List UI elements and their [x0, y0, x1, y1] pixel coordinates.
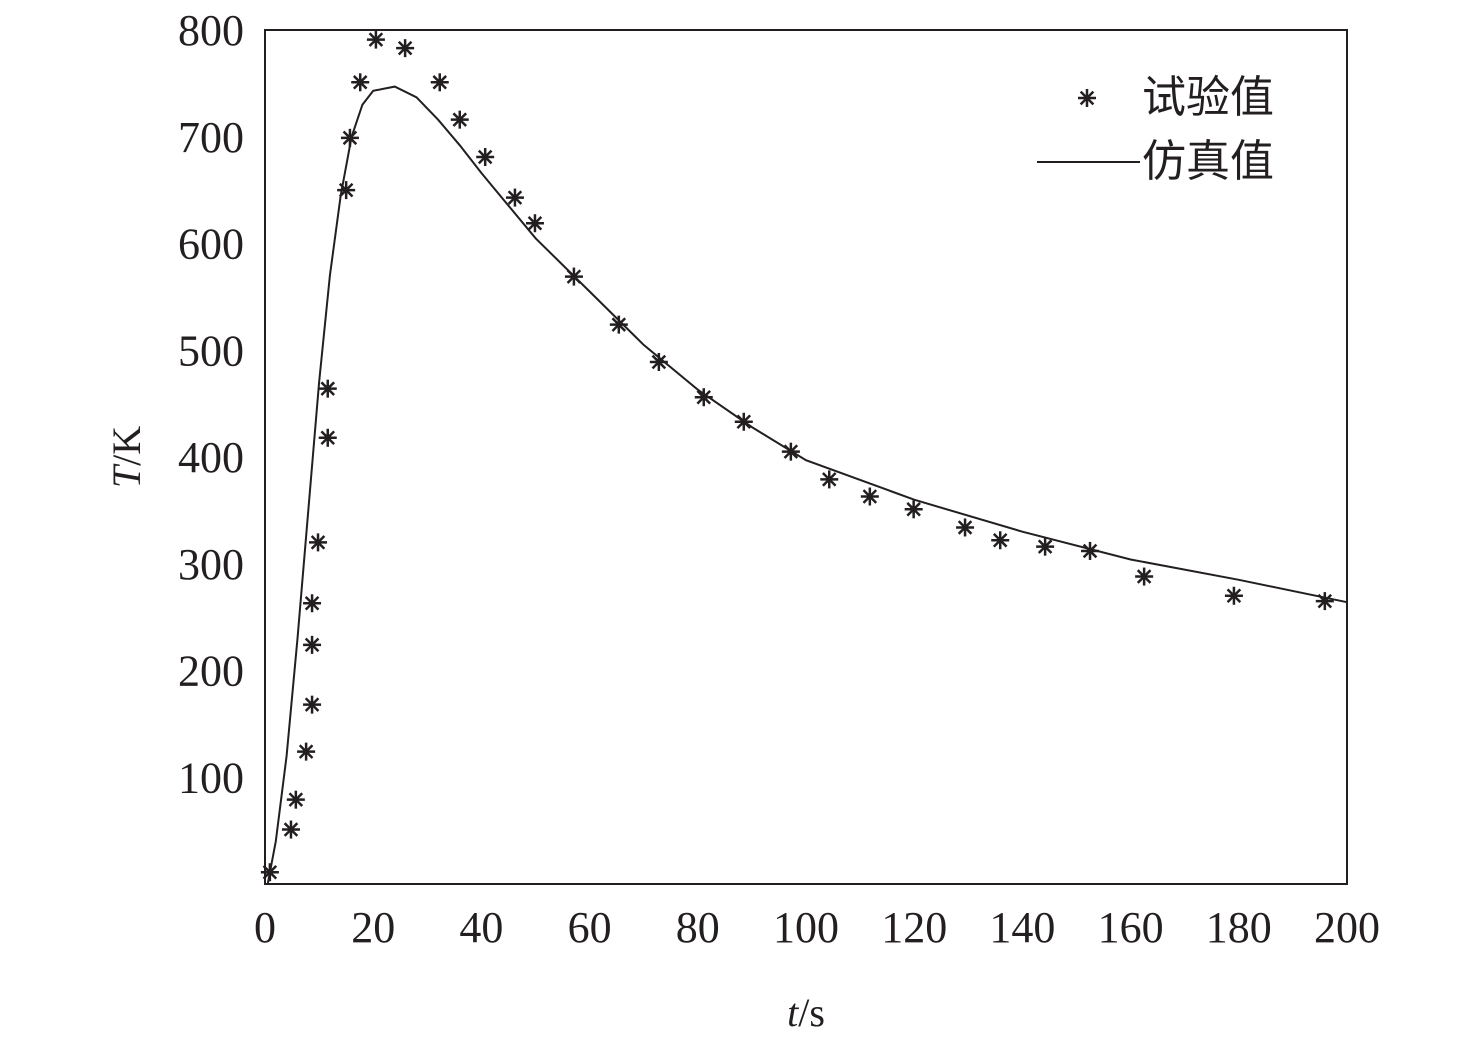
data-point-experimental [430, 73, 449, 92]
data-point-experimental [609, 315, 628, 334]
data-point-experimental [525, 214, 544, 233]
data-point-experimental [1315, 592, 1334, 611]
x-tick-label: 40 [459, 903, 503, 952]
data-point-experimental [860, 487, 879, 506]
data-point-experimental [781, 442, 800, 461]
x-tick-label: 160 [1098, 903, 1164, 952]
asterisk-icon [1078, 89, 1096, 107]
data-point-experimental [904, 500, 923, 519]
data-point-experimental [956, 518, 975, 537]
data-point-experimental [649, 352, 668, 371]
y-tick-label: 400 [178, 433, 244, 482]
data-point-experimental [286, 790, 305, 809]
x-tick-label: 100 [773, 903, 839, 952]
data-point-experimental [318, 428, 337, 447]
data-point-experimental [476, 148, 495, 167]
data-point-experimental [396, 39, 415, 58]
y-tick-label: 800 [178, 6, 244, 55]
x-tick-label: 60 [568, 903, 612, 952]
y-tick-label: 500 [178, 326, 244, 375]
x-tick-label: 140 [989, 903, 1055, 952]
plot-frame [264, 29, 1348, 885]
y-tick-label: 700 [178, 113, 244, 162]
data-point-experimental [450, 110, 469, 129]
y-tick-label: 300 [178, 540, 244, 589]
x-tick-label: 200 [1314, 903, 1380, 952]
data-point-experimental [991, 531, 1010, 550]
data-point-experimental [337, 181, 356, 200]
data-point-experimental [303, 695, 322, 714]
data-point-experimental [303, 594, 322, 613]
x-tick-label: 0 [254, 903, 276, 952]
data-point-experimental [1036, 537, 1055, 556]
legend-marker-experimental [1078, 89, 1096, 107]
y-tick-label: 200 [178, 647, 244, 696]
y-tick-label: 100 [178, 753, 244, 802]
legend: 试验值 仿真值 [1037, 73, 1274, 186]
data-point-experimental [1224, 586, 1243, 605]
y-axis-label: T/K [104, 426, 149, 488]
data-point-experimental [351, 73, 370, 92]
legend-label-simulated: 仿真值 [1142, 137, 1274, 186]
data-point-experimental [281, 820, 300, 839]
series-line-simulated [266, 85, 1348, 885]
data-point-experimental [366, 30, 385, 49]
x-tick-label: 80 [676, 903, 720, 952]
x-tick-label: 20 [351, 903, 395, 952]
data-point-experimental [318, 379, 337, 398]
data-point-experimental [303, 635, 322, 654]
data-point-experimental [694, 388, 713, 407]
data-point-experimental [1081, 541, 1100, 560]
y-tick-label: 600 [178, 220, 244, 269]
legend-label-experimental: 试验值 [1142, 73, 1274, 122]
data-point-experimental [505, 188, 524, 207]
data-point-experimental [564, 267, 583, 286]
x-axis-label: t/s [787, 990, 825, 1035]
data-point-experimental [734, 412, 753, 431]
x-tick-label: 180 [1206, 903, 1272, 952]
data-point-experimental [309, 533, 328, 552]
data-point-experimental [297, 742, 316, 761]
data-point-experimental [1135, 567, 1154, 586]
data-point-experimental [260, 863, 279, 882]
x-tick-label: 120 [881, 903, 947, 952]
data-point-experimental [340, 128, 359, 147]
data-point-experimental [820, 470, 839, 489]
